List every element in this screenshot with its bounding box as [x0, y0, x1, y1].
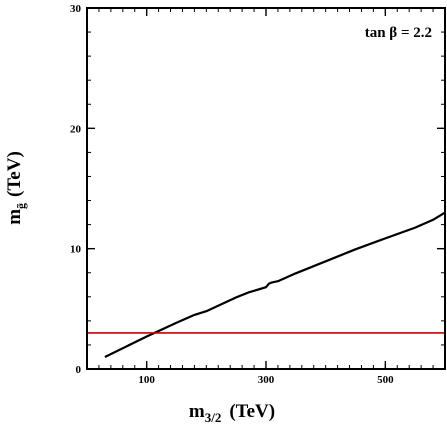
x-axis-label-sub: 3/2 [205, 410, 222, 425]
plot-frame [86, 7, 446, 370]
y-axis-label: mg̃ (TeV) [4, 151, 28, 225]
x-axis-label: m3/2 (TeV) [189, 401, 275, 425]
x-tick-label: 500 [377, 374, 394, 386]
series-line-black [104, 211, 446, 358]
labels-layer: 100 300 500 0 10 20 30 [70, 3, 394, 386]
y-tick-label: 10 [70, 244, 82, 256]
series-layer [87, 211, 446, 358]
y-tick-label: 20 [70, 123, 82, 135]
y-axis-label-unit: (TeV) [4, 151, 25, 197]
annotation-tan-beta: tan β = 2.2 [365, 25, 432, 41]
y-axis-label-sub: g̃ [14, 203, 28, 209]
y-tick-label: 0 [76, 364, 82, 376]
x-tick-label: 100 [138, 374, 155, 386]
x-tick-label: 300 [258, 374, 275, 386]
y-axis-label-main: m [4, 209, 25, 225]
x-axis-label-main: m [189, 401, 205, 422]
y-tick-label: 30 [70, 3, 82, 15]
x-axis-label-unit: (TeV) [229, 401, 275, 422]
ticks-layer [87, 7, 445, 370]
